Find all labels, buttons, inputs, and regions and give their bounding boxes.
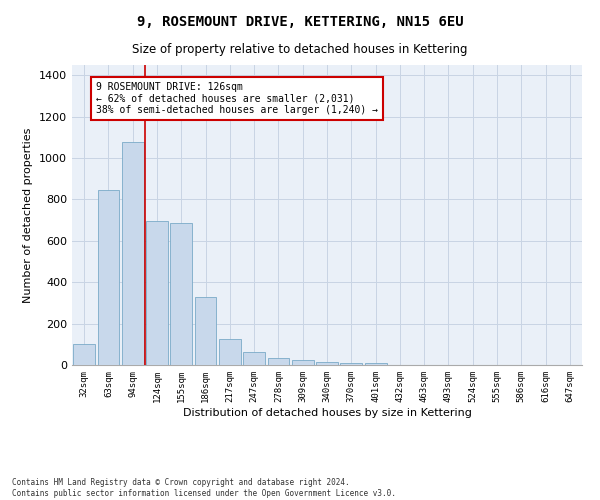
- Bar: [170, 224, 192, 365]
- Bar: [292, 360, 314, 365]
- Text: 9, ROSEMOUNT DRIVE, KETTERING, NN15 6EU: 9, ROSEMOUNT DRIVE, KETTERING, NN15 6EU: [137, 15, 463, 29]
- Bar: [340, 362, 362, 365]
- X-axis label: Distribution of detached houses by size in Kettering: Distribution of detached houses by size …: [182, 408, 472, 418]
- Text: 9 ROSEMOUNT DRIVE: 126sqm
← 62% of detached houses are smaller (2,031)
38% of se: 9 ROSEMOUNT DRIVE: 126sqm ← 62% of detac…: [96, 82, 378, 115]
- Bar: [146, 221, 168, 365]
- Bar: [365, 362, 386, 365]
- Text: Size of property relative to detached houses in Kettering: Size of property relative to detached ho…: [132, 42, 468, 56]
- Bar: [268, 358, 289, 365]
- Bar: [194, 296, 217, 365]
- Bar: [122, 142, 143, 365]
- Bar: [97, 190, 119, 365]
- Bar: [243, 352, 265, 365]
- Bar: [219, 339, 241, 365]
- Y-axis label: Number of detached properties: Number of detached properties: [23, 128, 34, 302]
- Text: Contains HM Land Registry data © Crown copyright and database right 2024.
Contai: Contains HM Land Registry data © Crown c…: [12, 478, 396, 498]
- Bar: [316, 362, 338, 365]
- Bar: [73, 344, 95, 365]
